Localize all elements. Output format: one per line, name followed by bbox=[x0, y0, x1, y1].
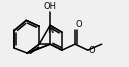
Text: O: O bbox=[76, 20, 83, 29]
Text: N: N bbox=[47, 26, 53, 35]
Text: O: O bbox=[89, 46, 95, 55]
Text: OH: OH bbox=[44, 2, 57, 11]
